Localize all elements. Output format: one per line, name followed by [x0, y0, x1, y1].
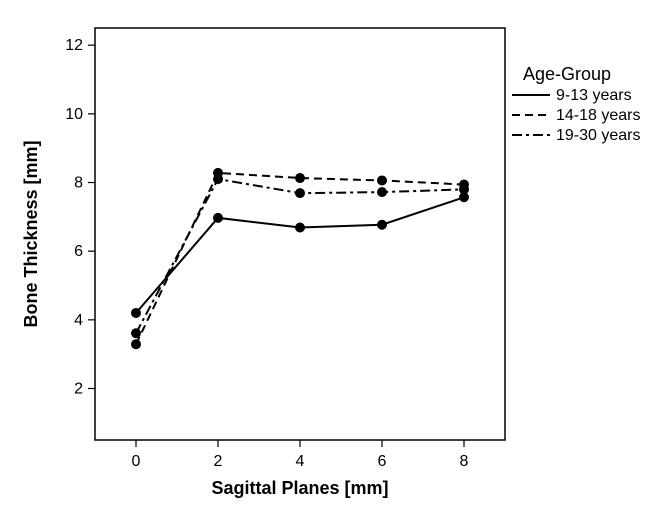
x-tick-label: 8	[460, 453, 469, 470]
data-marker	[295, 188, 305, 198]
line-chart: 0 2 4 6 8 Sagittal Planes [mm] 2 4 6 8 10 12 Bone Th…	[0, 0, 664, 513]
data-marker	[377, 187, 387, 197]
y-tick-label: 8	[74, 175, 83, 192]
data-marker	[377, 175, 387, 185]
x-tick-label: 2	[214, 453, 223, 470]
chart-container: 0 2 4 6 8 Sagittal Planes [mm] 2 4 6 8 10 12 Bone Th…	[0, 0, 664, 513]
data-marker	[213, 174, 223, 184]
y-tick-label: 4	[74, 312, 83, 329]
legend-label: 19-30 years	[556, 127, 641, 144]
data-marker	[459, 184, 469, 194]
x-axis-title: Sagittal Planes [mm]	[211, 478, 388, 498]
series-line	[136, 197, 464, 313]
plot-frame	[95, 28, 505, 440]
data-marker	[131, 308, 141, 318]
x-tick-label: 6	[378, 453, 387, 470]
y-tick-label: 10	[65, 106, 83, 123]
data-marker	[131, 339, 141, 349]
series-line	[136, 173, 464, 344]
y-axis-title: Bone Thickness [mm]	[21, 140, 41, 327]
data-marker	[213, 213, 223, 223]
legend-title: Age-Group	[523, 64, 611, 84]
data-marker	[131, 328, 141, 338]
y-tick-label: 12	[65, 37, 83, 54]
y-tick-label: 2	[74, 381, 83, 398]
x-tick-label: 4	[296, 453, 305, 470]
data-marker	[295, 222, 305, 232]
legend-label: 9-13 years	[556, 87, 632, 104]
legend-label: 14-18 years	[556, 107, 641, 124]
data-marker	[295, 173, 305, 183]
y-tick-label: 6	[74, 243, 83, 260]
x-tick-label: 0	[132, 453, 141, 470]
data-marker	[377, 220, 387, 230]
